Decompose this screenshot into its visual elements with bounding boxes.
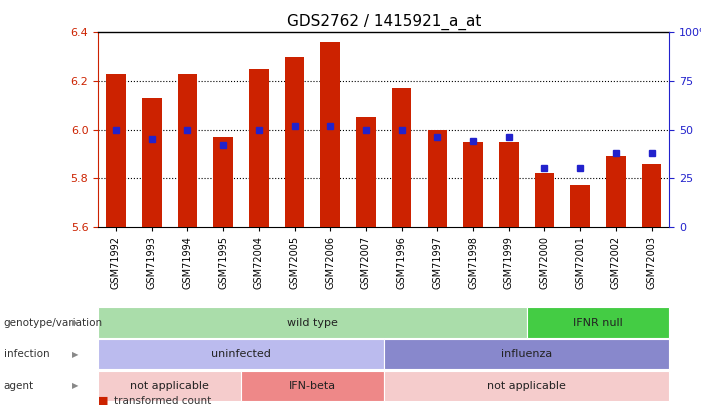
Bar (249, 69, 268, 227)
Text: IFN-beta: IFN-beta (289, 381, 336, 391)
Text: agent: agent (4, 381, 34, 391)
Title: GDS2762 / 1415921_a_at: GDS2762 / 1415921_a_at (287, 13, 481, 30)
Bar (606, 156, 626, 227)
Bar (106, 74, 125, 227)
Bar (499, 142, 519, 227)
Bar (535, 173, 554, 227)
Bar (392, 88, 411, 227)
Text: infection: infection (4, 349, 49, 359)
Text: transformed count: transformed count (114, 396, 211, 405)
Bar (177, 74, 197, 227)
Bar (356, 117, 376, 227)
Bar (642, 164, 662, 227)
Text: IFNR null: IFNR null (573, 318, 623, 328)
Bar (571, 185, 590, 227)
Bar (428, 130, 447, 227)
Bar (285, 57, 304, 227)
Text: not applicable: not applicable (487, 381, 566, 391)
Text: uninfected: uninfected (211, 349, 271, 359)
Text: not applicable: not applicable (130, 381, 209, 391)
Text: ▶: ▶ (72, 381, 79, 390)
Text: wild type: wild type (287, 318, 338, 328)
Text: genotype/variation: genotype/variation (4, 318, 102, 328)
Text: influenza: influenza (501, 349, 552, 359)
Bar (320, 42, 340, 227)
Text: ▶: ▶ (72, 318, 79, 327)
Bar (463, 142, 483, 227)
Bar (213, 137, 233, 227)
Text: ▶: ▶ (72, 350, 79, 359)
Bar (142, 98, 161, 227)
Text: ■: ■ (98, 396, 109, 405)
